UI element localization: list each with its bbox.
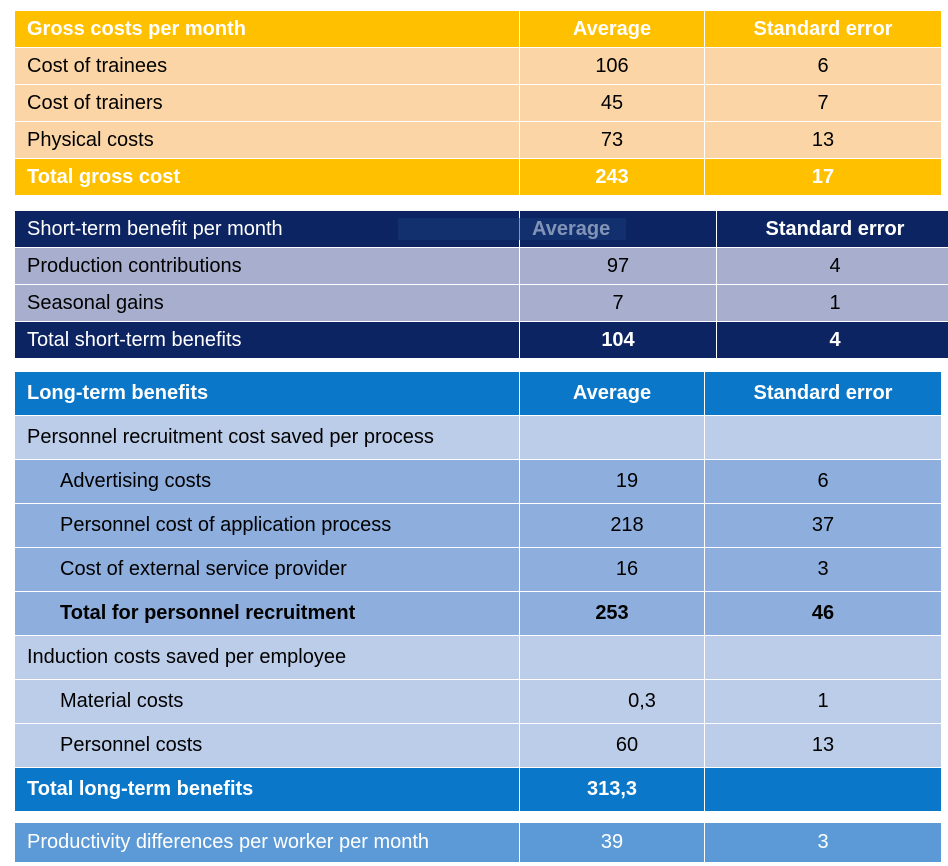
table-row: Cost of trainers 45 7 xyxy=(14,84,942,122)
header-standard-error: Standard error xyxy=(704,10,942,48)
row-average: 39 xyxy=(519,822,705,863)
row-average: 0,3 xyxy=(519,679,705,724)
total-label: Total short-term benefits xyxy=(14,321,520,359)
long-term-benefits-table: Long-term benefits Average Standard erro… xyxy=(14,371,942,812)
table-row: Physical costs 73 13 xyxy=(14,121,942,159)
table-header-row: Long-term benefits Average Standard erro… xyxy=(14,371,942,416)
total-label: Total long-term benefits xyxy=(14,767,520,812)
table-row: Personnel costs 60 13 xyxy=(14,723,942,768)
table-row: Production contributions 97 4 xyxy=(14,247,948,285)
empty-cell xyxy=(704,635,942,680)
total-average: 243 xyxy=(519,158,705,196)
header-standard-error: Standard error xyxy=(716,210,948,248)
total-row: Total long-term benefits 313,3 xyxy=(14,767,942,812)
total-average: 104 xyxy=(519,321,717,359)
row-standard-error: 6 xyxy=(704,459,942,504)
table-row: Seasonal gains 7 1 xyxy=(14,284,948,322)
header-standard-error: Standard error xyxy=(704,371,942,416)
section-heading-row: Induction costs saved per employee xyxy=(14,635,942,680)
row-label: Cost of trainers xyxy=(14,84,520,122)
header-label: Short-term benefit per month xyxy=(14,210,520,248)
row-average: 73 xyxy=(519,121,705,159)
productivity-table: Productivity differences per worker per … xyxy=(14,822,942,863)
row-standard-error: 7 xyxy=(704,84,942,122)
row-average: 19 xyxy=(519,459,705,504)
table-row: Material costs 0,3 1 xyxy=(14,679,942,724)
subtotal-average: 253 xyxy=(519,591,705,636)
short-term-benefit-table: Short-term benefit per month Average Sta… xyxy=(14,210,948,359)
section-heading: Induction costs saved per employee xyxy=(14,635,520,680)
row-average: 97 xyxy=(519,247,717,285)
row-label: Productivity differences per worker per … xyxy=(14,822,520,863)
row-average: 45 xyxy=(519,84,705,122)
row-label: Cost of trainees xyxy=(14,47,520,85)
header-average: Average xyxy=(519,210,717,248)
total-standard-error xyxy=(704,767,942,812)
total-row: Total short-term benefits 104 4 xyxy=(14,321,948,359)
header-label: Long-term benefits xyxy=(14,371,520,416)
row-average: 218 xyxy=(519,503,705,548)
row-standard-error: 1 xyxy=(704,679,942,724)
row-standard-error: 6 xyxy=(704,47,942,85)
row-standard-error: 13 xyxy=(704,723,942,768)
empty-cell xyxy=(704,415,942,460)
empty-cell xyxy=(519,635,705,680)
table-row: Cost of external service provider 16 3 xyxy=(14,547,942,592)
total-label: Total gross cost xyxy=(14,158,520,196)
table-header-row: Short-term benefit per month Average Sta… xyxy=(14,210,948,248)
gross-costs-table: Gross costs per month Average Standard e… xyxy=(14,10,942,196)
table-row: Cost of trainees 106 6 xyxy=(14,47,942,85)
header-average: Average xyxy=(519,371,705,416)
total-standard-error: 17 xyxy=(704,158,942,196)
row-average: 60 xyxy=(519,723,705,768)
section-heading-row: Personnel recruitment cost saved per pro… xyxy=(14,415,942,460)
table-row: Personnel cost of application process 21… xyxy=(14,503,942,548)
row-label: Seasonal gains xyxy=(14,284,520,322)
table-row: Advertising costs 19 6 xyxy=(14,459,942,504)
row-standard-error: 37 xyxy=(704,503,942,548)
subtotal-standard-error: 46 xyxy=(704,591,942,636)
row-label: Production contributions xyxy=(14,247,520,285)
table-header-row: Gross costs per month Average Standard e… xyxy=(14,10,942,48)
row-standard-error: 1 xyxy=(716,284,948,322)
header-label: Gross costs per month xyxy=(14,10,520,48)
row-standard-error: 3 xyxy=(704,547,942,592)
subtotal-row: Total for personnel recruitment 253 46 xyxy=(14,591,942,636)
row-label: Physical costs xyxy=(14,121,520,159)
total-standard-error: 4 xyxy=(716,321,948,359)
row-average: 7 xyxy=(519,284,717,322)
row-label: Material costs xyxy=(14,679,520,724)
row-average: 16 xyxy=(519,547,705,592)
total-average: 313,3 xyxy=(519,767,705,812)
row-standard-error: 4 xyxy=(716,247,948,285)
header-average: Average xyxy=(519,10,705,48)
row-standard-error: 3 xyxy=(704,822,942,863)
row-label: Personnel costs xyxy=(14,723,520,768)
subtotal-label: Total for personnel recruitment xyxy=(14,591,520,636)
row-label: Advertising costs xyxy=(14,459,520,504)
row-label: Personnel cost of application process xyxy=(14,503,520,548)
total-row: Total gross cost 243 17 xyxy=(14,158,942,196)
row-average: 106 xyxy=(519,47,705,85)
row-standard-error: 13 xyxy=(704,121,942,159)
section-heading: Personnel recruitment cost saved per pro… xyxy=(14,415,520,460)
empty-cell xyxy=(519,415,705,460)
table-row: Productivity differences per worker per … xyxy=(14,822,942,863)
row-label: Cost of external service provider xyxy=(14,547,520,592)
